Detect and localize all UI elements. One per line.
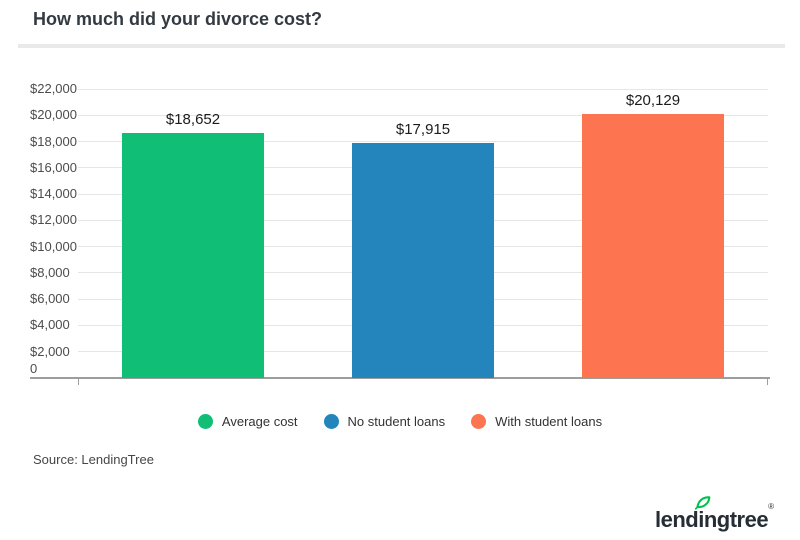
legend-item-with-student-loans: With student loans [471, 413, 603, 429]
y-axis-label-8000: $8,000 [30, 264, 70, 281]
y-axis-label-0: 0 [30, 361, 38, 377]
legend-label: No student loans [347, 413, 446, 429]
y-axis-label-16000: $16,000 [30, 159, 77, 176]
legend: Average cost No student loans With student… [0, 412, 800, 430]
legend-label: With student loans [495, 413, 603, 429]
y-axis-label-4000: $4,000 [30, 317, 70, 334]
legend-swatch-icon [323, 413, 339, 429]
bar-value-label-3: $20,129 [625, 91, 681, 109]
logo-text-part2: i [698, 507, 704, 532]
y-axis-label-20000: $20,000 [30, 107, 77, 124]
leaf-icon [694, 496, 711, 510]
x-axis-tick-left [78, 379, 79, 385]
gridline-22000 [78, 88, 768, 90]
bar-with-student-loans [582, 113, 724, 378]
legend-item-no-student-loans: No student loans [323, 413, 446, 429]
gridline-20000 [78, 114, 768, 116]
legend-label: Average cost [221, 413, 298, 429]
y-axis-label-12000: $12,000 [30, 212, 77, 229]
lendingtree-logo: lendingtree® [654, 496, 774, 532]
bar-value-label-1: $18,652 [165, 110, 221, 128]
y-axis-label-10000: $10,000 [30, 238, 77, 255]
legend-swatch-icon [471, 413, 487, 429]
x-axis-line [30, 377, 770, 379]
logo-text-part3: ngtree [703, 507, 769, 532]
bar-value-label-2: $17,915 [395, 120, 451, 138]
registered-mark: ® [768, 502, 774, 511]
chart-title: How much did your divorce cost? [33, 9, 323, 29]
title-divider [18, 44, 785, 48]
bar-no-student-loans [352, 142, 494, 378]
gridline-18000 [78, 141, 768, 143]
legend-item-average-cost: Average cost [197, 413, 298, 429]
logo-text-part1: lend [654, 507, 699, 532]
bar-average-cost [122, 132, 264, 378]
legend-swatch-icon [197, 413, 213, 429]
y-axis-label-22000: $22,000 [30, 81, 77, 97]
y-axis-label-18000: $18,000 [30, 133, 77, 150]
source-note: Source: LendingTree [33, 452, 154, 467]
y-axis-label-14000: $14,000 [30, 186, 77, 203]
x-axis-tick-right [767, 379, 768, 385]
y-axis-label-2000: $2,000 [30, 343, 70, 360]
y-axis-label-6000: $6,000 [30, 291, 70, 308]
